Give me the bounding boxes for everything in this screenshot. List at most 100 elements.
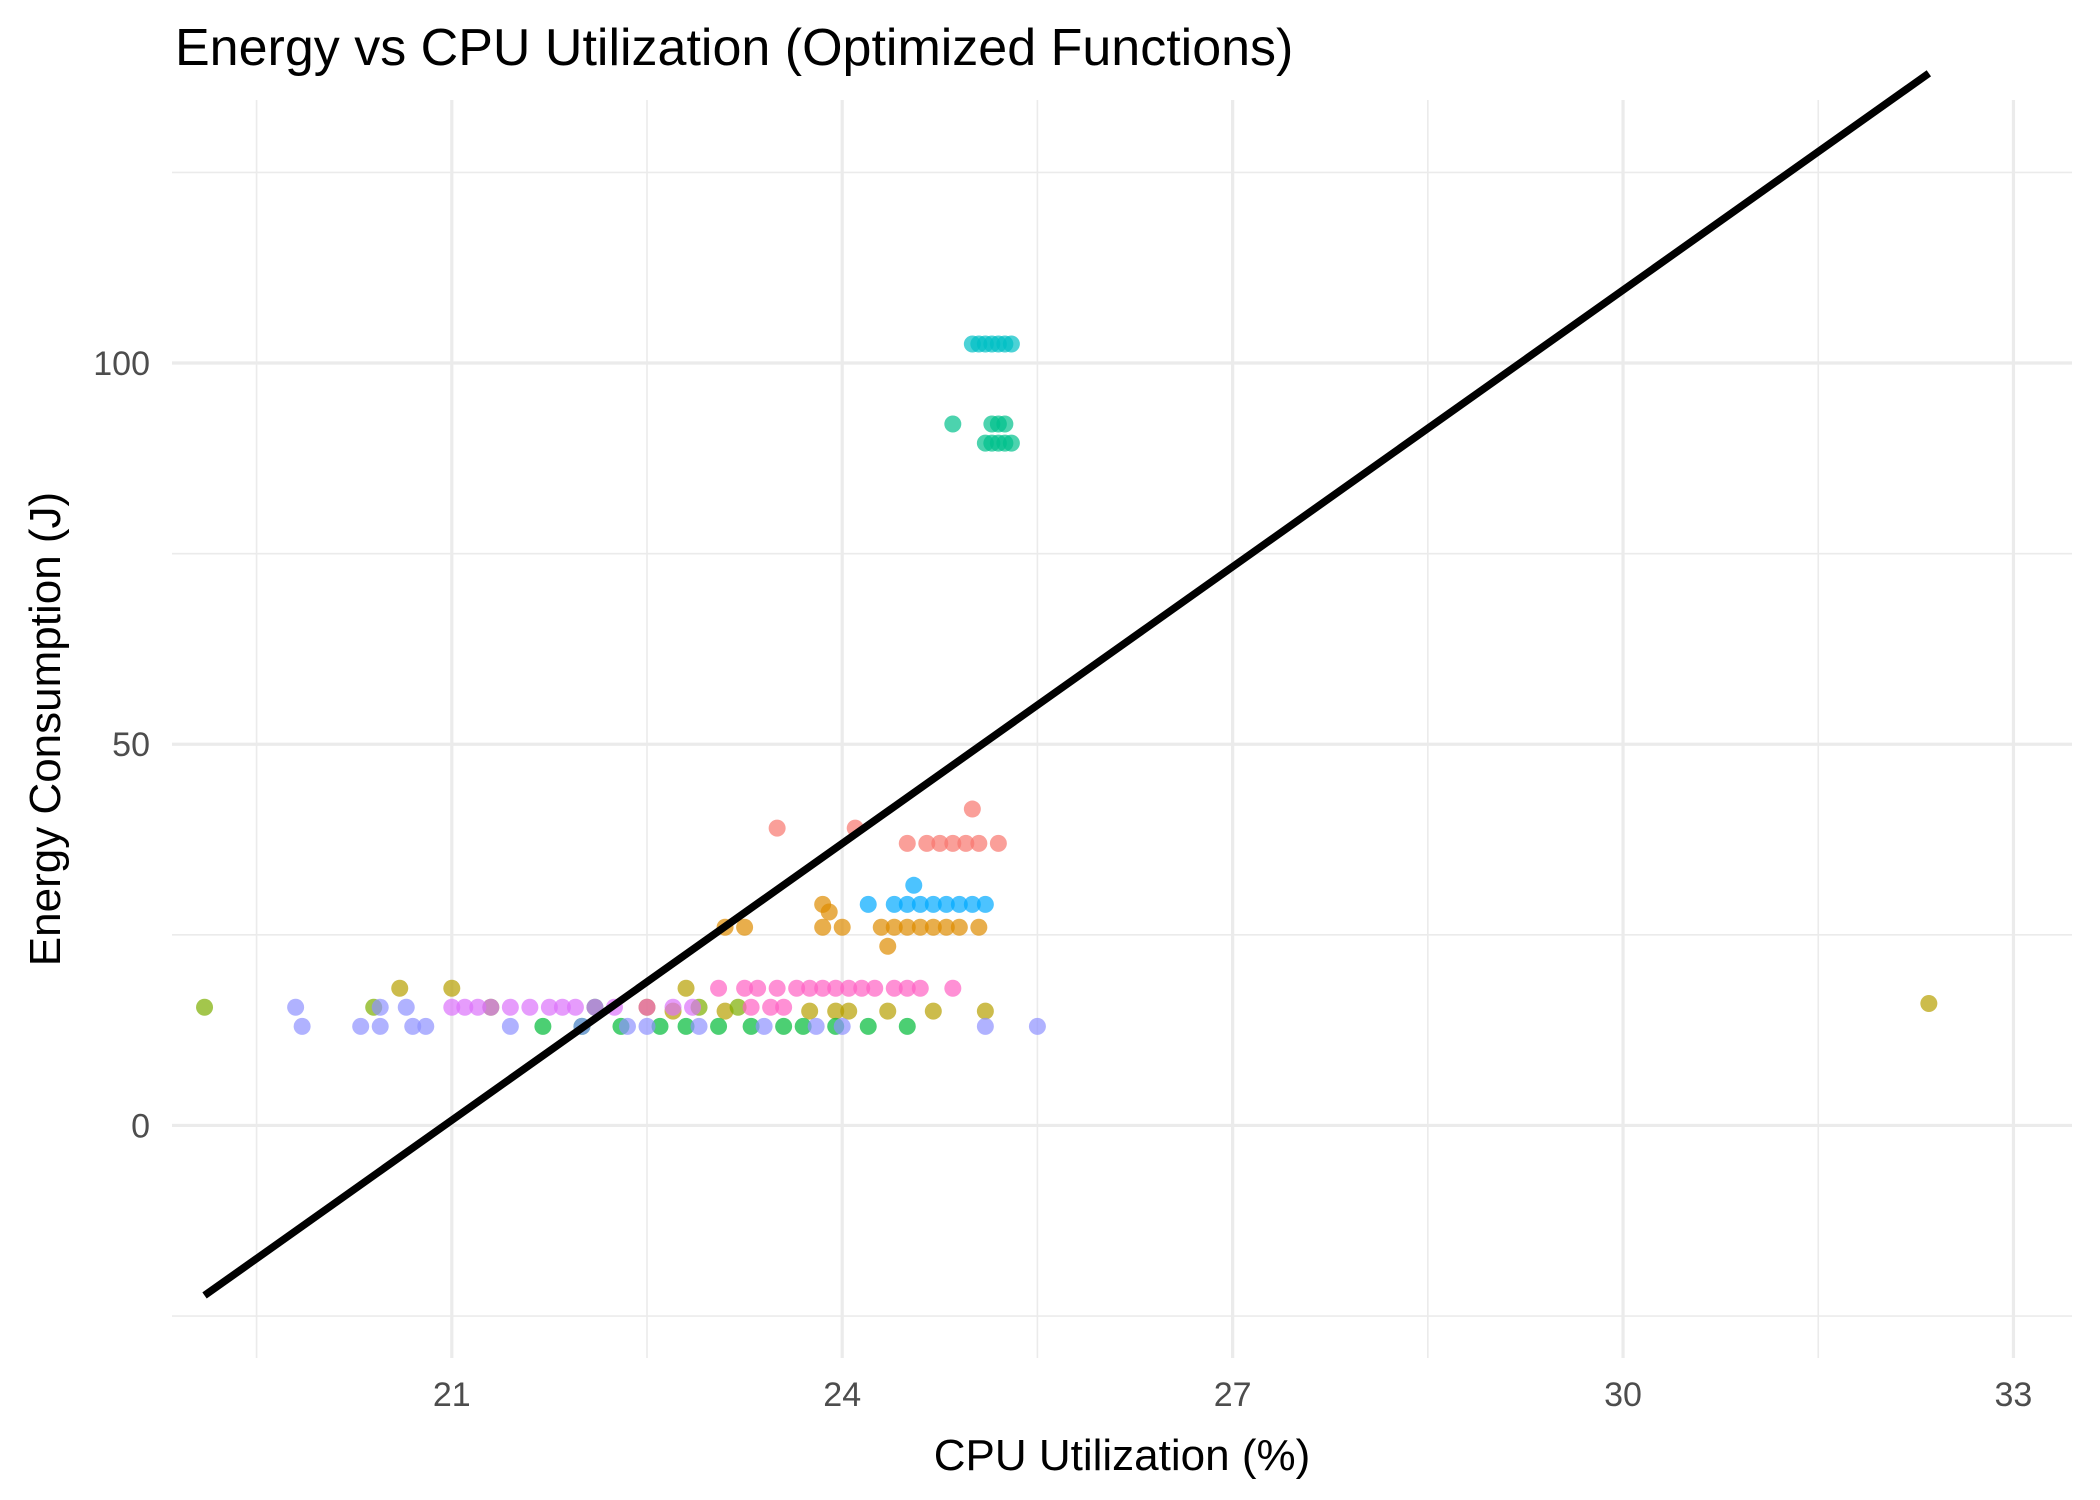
data-point xyxy=(944,979,962,997)
data-point xyxy=(775,998,793,1016)
data-point xyxy=(371,1017,389,1035)
data-point xyxy=(970,918,988,936)
x-tick-label: 21 xyxy=(433,1376,471,1414)
data-point xyxy=(898,834,916,852)
data-point xyxy=(729,998,747,1016)
data-point xyxy=(866,979,884,997)
data-point xyxy=(885,918,903,936)
data-point xyxy=(651,1017,669,1035)
data-point xyxy=(976,1002,994,1020)
data-point xyxy=(879,1002,897,1020)
data-point xyxy=(553,998,571,1016)
data-point xyxy=(397,998,415,1016)
data-point xyxy=(898,918,916,936)
data-point xyxy=(482,998,500,1016)
y-axis-title: Energy Consumption (J) xyxy=(21,492,70,966)
data-point xyxy=(950,895,968,913)
data-point xyxy=(827,979,845,997)
data-point xyxy=(710,1017,728,1035)
data-point xyxy=(957,834,975,852)
data-point xyxy=(898,1017,916,1035)
data-point xyxy=(885,895,903,913)
data-point xyxy=(814,918,832,936)
data-point xyxy=(898,979,916,997)
data-point xyxy=(918,834,936,852)
data-point xyxy=(905,876,923,894)
tick-labels: 21 24 27 30 33 0 50 100 xyxy=(93,345,2032,1414)
data-points xyxy=(196,335,1938,1035)
data-point xyxy=(872,918,890,936)
data-point xyxy=(1002,434,1020,452)
data-point xyxy=(469,998,487,1016)
data-point xyxy=(840,1002,858,1020)
data-point xyxy=(911,918,929,936)
data-point xyxy=(937,918,955,936)
data-point xyxy=(833,1017,851,1035)
data-point xyxy=(287,998,305,1016)
data-point xyxy=(501,998,519,1016)
data-point xyxy=(840,979,858,997)
data-point xyxy=(404,1017,422,1035)
data-point xyxy=(768,979,786,997)
data-point xyxy=(801,1002,819,1020)
data-point xyxy=(196,998,214,1016)
trend-line-layer xyxy=(202,70,1932,1299)
data-point xyxy=(814,979,832,997)
x-tick-label: 24 xyxy=(823,1376,861,1414)
data-point xyxy=(1002,335,1020,353)
data-point xyxy=(710,979,728,997)
data-point xyxy=(963,895,981,913)
data-point xyxy=(736,918,754,936)
data-point xyxy=(684,998,702,1016)
data-point xyxy=(801,979,819,997)
data-point xyxy=(996,415,1014,433)
data-point xyxy=(762,998,780,1016)
data-point xyxy=(371,998,389,1016)
data-point xyxy=(885,979,903,997)
data-point xyxy=(820,903,838,921)
data-point xyxy=(931,834,949,852)
data-point xyxy=(911,979,929,997)
data-point xyxy=(924,1002,942,1020)
data-point xyxy=(501,1017,519,1035)
data-point xyxy=(352,1017,370,1035)
data-point xyxy=(566,998,584,1016)
x-tick-label: 27 xyxy=(1214,1376,1252,1414)
data-point xyxy=(742,998,760,1016)
data-point xyxy=(937,895,955,913)
x-axis-title: CPU Utilization (%) xyxy=(934,1431,1311,1480)
data-point xyxy=(989,834,1007,852)
x-tick-label: 30 xyxy=(1604,1376,1642,1414)
data-point xyxy=(540,998,558,1016)
data-point xyxy=(638,1017,656,1035)
data-point xyxy=(775,1017,793,1035)
data-point xyxy=(638,998,656,1016)
data-point xyxy=(859,1017,877,1035)
data-point xyxy=(293,1017,311,1035)
data-point xyxy=(911,895,929,913)
data-point xyxy=(950,918,968,936)
data-point xyxy=(924,895,942,913)
y-tick-label: 0 xyxy=(131,1107,150,1145)
data-point xyxy=(859,895,877,913)
y-tick-label: 100 xyxy=(93,345,150,383)
data-point xyxy=(794,1017,812,1035)
data-point xyxy=(970,834,988,852)
data-point xyxy=(944,415,962,433)
x-tick-label: 33 xyxy=(1995,1376,2033,1414)
data-point xyxy=(879,937,897,955)
data-point xyxy=(664,998,682,1016)
data-point xyxy=(677,1017,695,1035)
data-point xyxy=(742,1017,760,1035)
data-point xyxy=(456,998,474,1016)
data-point xyxy=(749,979,767,997)
data-point xyxy=(833,918,851,936)
data-point xyxy=(1028,1017,1046,1035)
grid-lines xyxy=(172,100,2072,1358)
data-point xyxy=(391,979,409,997)
data-point xyxy=(976,1017,994,1035)
data-point xyxy=(898,895,916,913)
chart-title: Energy vs CPU Utilization (Optimized Fun… xyxy=(175,19,1293,77)
